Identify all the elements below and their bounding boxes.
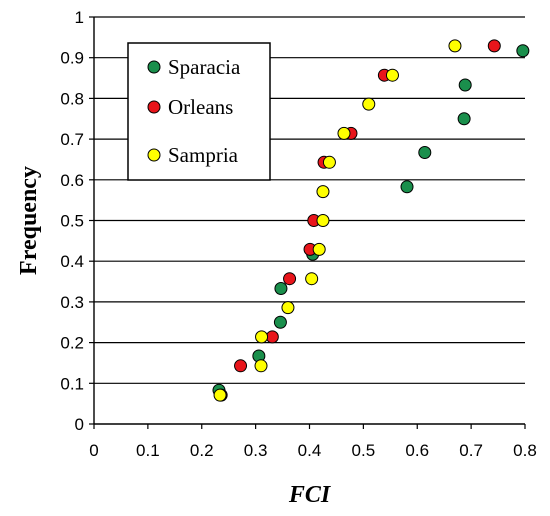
y-tick-label: 0.6 bbox=[60, 171, 84, 190]
x-tick-label: 0.5 bbox=[352, 441, 376, 460]
data-point-sampria bbox=[316, 185, 330, 199]
data-point-sampria bbox=[385, 68, 399, 82]
data-point-orleans bbox=[234, 359, 248, 373]
y-tick-label: 0.8 bbox=[60, 89, 84, 108]
x-tick-label: 0.2 bbox=[190, 441, 214, 460]
legend-item-orleans: Orleans bbox=[147, 95, 233, 119]
data-point-sparacia bbox=[400, 180, 414, 194]
data-point-sampria bbox=[213, 388, 227, 402]
data-point-sampria bbox=[322, 155, 336, 169]
y-tick-label: 0.3 bbox=[60, 293, 84, 312]
data-point-sparacia bbox=[273, 315, 287, 329]
data-point-sampria bbox=[316, 214, 330, 227]
data-point-sampria bbox=[305, 272, 319, 286]
data-point-sampria bbox=[337, 126, 351, 140]
y-tick-label: 0.5 bbox=[60, 212, 84, 231]
legend-marker-sampria bbox=[147, 148, 161, 162]
x-tick-label: 0.3 bbox=[244, 441, 268, 460]
legend-marker-orleans bbox=[147, 100, 161, 114]
legend-item-sampria: Sampria bbox=[147, 143, 239, 167]
x-tick-label: 0.7 bbox=[459, 441, 483, 460]
x-tick-label: 0.8 bbox=[513, 441, 537, 460]
y-tick-label: 1 bbox=[75, 8, 84, 27]
data-point-sampria bbox=[255, 330, 269, 344]
x-axis-title: FCI bbox=[288, 482, 332, 508]
axes bbox=[89, 16, 526, 429]
data-point-sampria bbox=[362, 97, 376, 111]
data-point-orleans bbox=[487, 39, 501, 53]
legend: Sparacia Orleans Sampria bbox=[127, 42, 271, 181]
legend-label-orleans: Orleans bbox=[168, 95, 233, 119]
data-point-orleans bbox=[265, 330, 279, 344]
y-axis-title: Frequency bbox=[16, 166, 42, 275]
data-point-orleans bbox=[283, 272, 297, 286]
legend-label-sparacia: Sparacia bbox=[168, 55, 241, 79]
data-point-sparacia bbox=[457, 112, 471, 126]
x-tick-label: 0.1 bbox=[136, 441, 160, 460]
y-tick-label: 0.2 bbox=[60, 334, 84, 353]
y-tick-label: 0.4 bbox=[60, 252, 84, 271]
data-point-sampria bbox=[312, 242, 326, 256]
y-tick-label: 0 bbox=[75, 415, 84, 434]
x-tick-label: 0.6 bbox=[405, 441, 429, 460]
data-point-sparacia bbox=[458, 78, 472, 92]
data-point-sampria bbox=[254, 359, 268, 373]
y-tick-label: 0.9 bbox=[60, 49, 84, 68]
data-point-sampria bbox=[448, 39, 462, 53]
x-tick-label: 0.4 bbox=[298, 441, 322, 460]
legend-item-sparacia: Sparacia bbox=[147, 55, 241, 79]
legend-label-sampria: Sampria bbox=[168, 143, 239, 167]
data-point-sparacia bbox=[274, 281, 288, 295]
data-points bbox=[212, 39, 530, 402]
x-tick-label: 0 bbox=[89, 441, 98, 460]
data-point-sparacia bbox=[418, 146, 432, 160]
y-tick-label: 0.7 bbox=[60, 130, 84, 149]
y-tick-label: 0.1 bbox=[60, 374, 84, 393]
tick-labels: 0 0.1 0.2 0.3 0.4 0.5 0.6 0.7 0.8 0.9 1 0 0.1 0.2 0.3 0… bbox=[60, 8, 536, 460]
data-point-sparacia bbox=[516, 44, 530, 58]
data-point-sampria bbox=[281, 301, 295, 315]
legend-marker-sparacia bbox=[147, 60, 161, 74]
